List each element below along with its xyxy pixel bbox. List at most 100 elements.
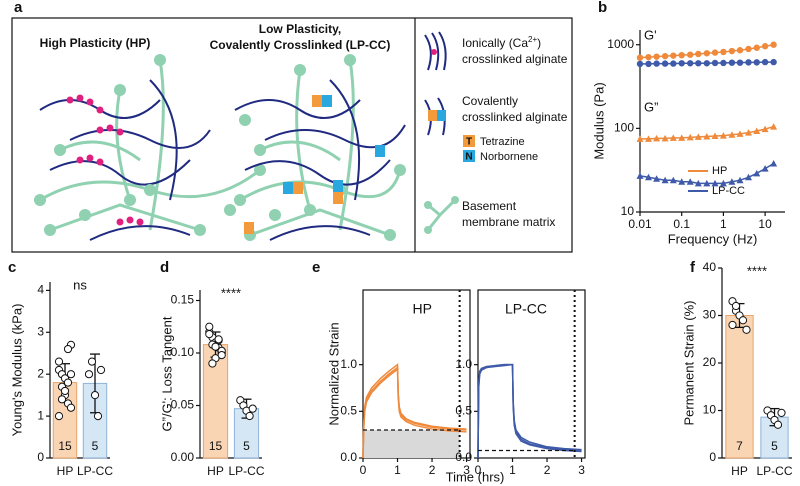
schematic-legend: Ionically (Ca2+) crosslinked alginate Co… — [424, 31, 568, 234]
data-point — [731, 301, 741, 311]
legend-covalent-box — [437, 110, 446, 121]
sample-count: 5 — [243, 439, 250, 453]
significance: **** — [221, 285, 241, 300]
data-point — [248, 404, 257, 413]
y-tick-label: 0.0 — [340, 450, 357, 464]
data-point — [777, 408, 786, 417]
y-tick-label: 1000 — [607, 37, 634, 51]
marker — [736, 176, 744, 184]
bar — [725, 315, 754, 459]
x-tick-label: 0.1 — [673, 217, 690, 231]
y-tick-label: 30 — [703, 308, 717, 322]
marker — [695, 60, 702, 67]
marker — [719, 132, 727, 139]
legend-text: membrane matrix — [462, 215, 555, 229]
data-point — [90, 391, 100, 400]
legend-text: ) — [537, 36, 541, 50]
marker — [645, 135, 653, 142]
y-tick-label: 1.0 — [340, 357, 357, 371]
data-point — [63, 344, 73, 354]
y-tick-label: 3 — [37, 324, 44, 338]
marker — [745, 45, 752, 53]
strain-curve — [477, 363, 582, 459]
marker — [770, 41, 777, 48]
marker — [678, 178, 686, 185]
marker — [711, 132, 719, 140]
marker — [695, 50, 702, 58]
x-tick-label: 1 — [394, 463, 401, 477]
significance: **** — [747, 263, 767, 278]
norbornene-symbol: N — [465, 152, 472, 163]
x-tick-label: 3 — [578, 463, 585, 477]
marker — [761, 58, 769, 66]
panel-label: c — [8, 259, 16, 276]
data-point — [66, 370, 76, 379]
marker — [661, 134, 669, 142]
data-point — [84, 370, 94, 379]
sample-count: 15 — [209, 439, 223, 453]
data-point — [214, 335, 223, 344]
data-point — [54, 357, 64, 366]
panel-label: e — [312, 259, 320, 276]
data-point — [245, 411, 254, 421]
click-crosslinks — [244, 95, 385, 234]
y-tick-label: 10 — [703, 403, 717, 417]
x-tick-label: LP-CC — [756, 464, 792, 478]
strain-curve — [362, 365, 467, 459]
subplot-title: HP — [413, 301, 432, 317]
marker — [745, 129, 753, 136]
marker — [753, 127, 761, 134]
legend-label: LP-CC — [712, 185, 745, 197]
marker — [670, 52, 677, 59]
schematic-frame — [11, 17, 573, 253]
legend-matrix-node — [451, 196, 459, 204]
data-point — [738, 316, 748, 325]
legend-text: Ionically (Ca2+) — [462, 35, 541, 51]
marker — [669, 134, 677, 141]
data-point — [87, 357, 97, 366]
marker — [753, 169, 761, 177]
legend-text: Basement — [462, 199, 517, 213]
data-point — [728, 320, 737, 330]
marker — [636, 60, 644, 68]
marker — [761, 43, 769, 50]
marker — [694, 179, 702, 187]
marker — [711, 179, 719, 187]
x-axis-label: Time (hrs) — [446, 469, 505, 484]
legend-text: 2+ — [528, 35, 537, 44]
marker — [728, 131, 736, 138]
legend-text: Tetrazine — [480, 136, 525, 148]
marker — [736, 130, 744, 137]
x-tick-label: 1 — [509, 463, 516, 477]
marker — [736, 59, 744, 66]
marker — [661, 176, 669, 184]
y-axis-label: Normalized Strain — [326, 322, 341, 425]
y-tick-label: 2 — [37, 366, 44, 380]
data-point — [96, 365, 106, 375]
y-tick-label: 0.0 — [455, 450, 472, 464]
data-point — [211, 342, 220, 351]
annotation: G” — [644, 99, 658, 114]
x-tick-label: LP-CC — [228, 464, 264, 478]
data-point — [205, 322, 214, 331]
data-point — [742, 325, 751, 334]
legend-ionic-dot — [431, 49, 437, 55]
marker — [720, 59, 727, 67]
marker — [653, 175, 661, 182]
lpcc-network — [234, 54, 406, 241]
y-tick-label: 0.05 — [171, 398, 195, 412]
y-axis-label: G”/G': Loss Tangent — [159, 316, 174, 431]
hp-network — [34, 54, 266, 241]
marker — [636, 54, 644, 61]
legend-text: crosslinked alginate — [462, 110, 568, 124]
data-point — [205, 330, 214, 339]
sample-count: 7 — [736, 439, 743, 453]
y-axis-label: Permanent Strain (%) — [681, 301, 696, 426]
panel-label: a — [14, 0, 23, 16]
significance: ns — [73, 277, 87, 292]
x-axis-label: Frequency (Hz) — [668, 231, 758, 246]
legend-ionic-icon — [424, 31, 447, 71]
y-axis-label: Modulus (Pa) — [591, 82, 606, 159]
data-point — [60, 386, 70, 396]
